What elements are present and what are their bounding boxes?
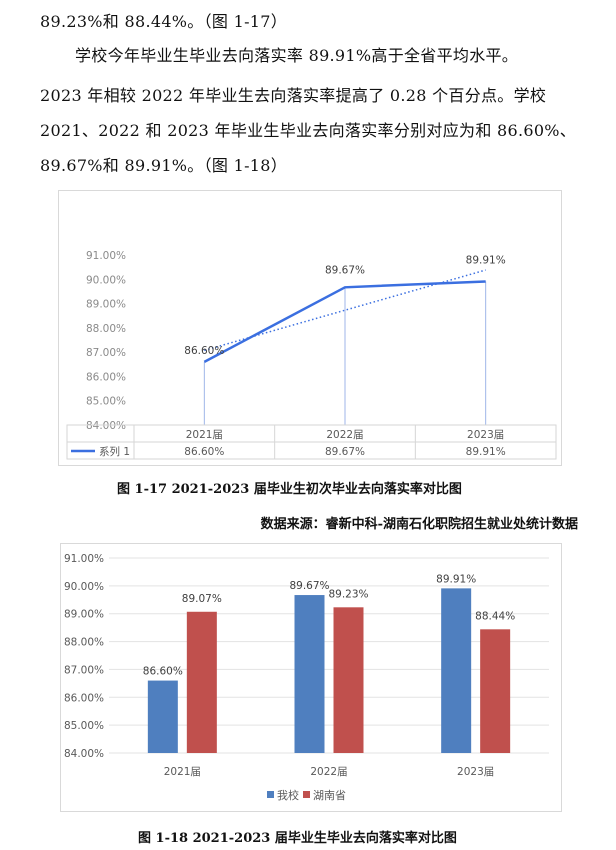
data-table-value: 89.91%: [466, 446, 506, 458]
data-label: 88.44%: [475, 610, 515, 622]
x-category-label: 2023届: [457, 766, 494, 778]
paragraph-line: 89.67%和 89.91%。（图 1-18）: [40, 156, 288, 175]
data-source: 数据来源：睿新中科-湖南石化职院招生就业处统计数据: [260, 517, 578, 532]
x-category-label: 2021届: [186, 429, 223, 441]
y-tick-label: 87.00%: [86, 347, 126, 359]
bar-school: [441, 588, 472, 753]
legend-label: 湖南省: [313, 789, 346, 802]
y-tick-label: 90.00%: [86, 274, 126, 286]
bar-chart-svg: 84.00% 85.00% 86.00% 87.00% 88.00% 89.00% 90.0…: [64, 553, 549, 802]
paragraph-line: 89.23%和 88.44%。（图 1-17）: [40, 12, 288, 31]
legend-label: 系列 1: [99, 445, 130, 458]
y-tick-label: 84.00%: [86, 420, 126, 432]
y-tick-label: 88.00%: [86, 323, 126, 335]
legend-swatch-icon: [303, 791, 310, 798]
series-line: [203, 280, 486, 363]
data-table-value: 86.60%: [184, 446, 224, 458]
y-tick-label: 89.00%: [86, 299, 126, 311]
bar-province: [186, 611, 217, 753]
data-label: 89.07%: [182, 593, 222, 605]
y-tick-label: 86.00%: [64, 692, 104, 704]
x-category-label: 2023届: [467, 429, 504, 441]
data-table-value: 89.67%: [325, 446, 365, 458]
data-label: 89.67%: [325, 264, 365, 276]
data-label: 86.60%: [184, 345, 224, 357]
legend-label: 我校: [277, 788, 299, 802]
paragraph-line: 学校今年毕业生毕业去向落实率 89.91%高于全省平均水平。: [75, 46, 519, 65]
bar-chart: 84.00% 85.00% 86.00% 87.00% 88.00% 89.00% 90.0…: [60, 543, 562, 812]
data-label: 89.67%: [289, 580, 329, 592]
y-tick-label: 89.00%: [64, 609, 104, 621]
legend-swatch-icon: [267, 791, 274, 798]
y-tick-label: 91.00%: [86, 250, 126, 262]
y-tick-label: 86.00%: [86, 371, 126, 383]
data-label: 86.60%: [143, 666, 183, 678]
x-category-label: 2022届: [326, 429, 363, 441]
bar-school: [147, 680, 178, 753]
y-tick-label: 91.00%: [64, 553, 104, 565]
line-chart: 84.00% 85.00% 86.00% 87.00% 88.00% 89.00% 90.0…: [58, 190, 562, 466]
figure-caption-1-18: 图 1-18 2021-2023 届毕业生毕业去向落实率对比图: [138, 831, 457, 846]
y-tick-label: 90.00%: [64, 581, 104, 593]
y-tick-label: 87.00%: [64, 664, 104, 676]
bar-province: [333, 607, 364, 753]
data-label: 89.91%: [466, 254, 506, 266]
paragraph-line: 2023 年相较 2022 年毕业生去向落实率提高了 0.28 个百分点。学校: [40, 86, 547, 105]
figure-caption-1-17: 图 1-17 2021-2023 届毕业生初次毕业去向落实率对比图: [117, 482, 462, 497]
data-label: 89.91%: [436, 573, 476, 585]
y-tick-label: 84.00%: [64, 748, 104, 760]
line-chart-svg: 84.00% 85.00% 86.00% 87.00% 88.00% 89.00% 90.0…: [66, 250, 557, 460]
y-tick-label: 88.00%: [64, 637, 104, 649]
data-label: 89.23%: [328, 588, 368, 600]
x-category-label: 2021届: [164, 766, 201, 778]
paragraph-line: 2021、2022 和 2023 年毕业生毕业去向落实率分别对应为和 86.60…: [40, 121, 577, 140]
y-tick-label: 85.00%: [64, 720, 104, 732]
bar-school: [294, 595, 325, 753]
y-tick-label: 85.00%: [86, 396, 126, 408]
x-category-label: 2022届: [310, 766, 347, 778]
bar-province: [480, 629, 511, 753]
